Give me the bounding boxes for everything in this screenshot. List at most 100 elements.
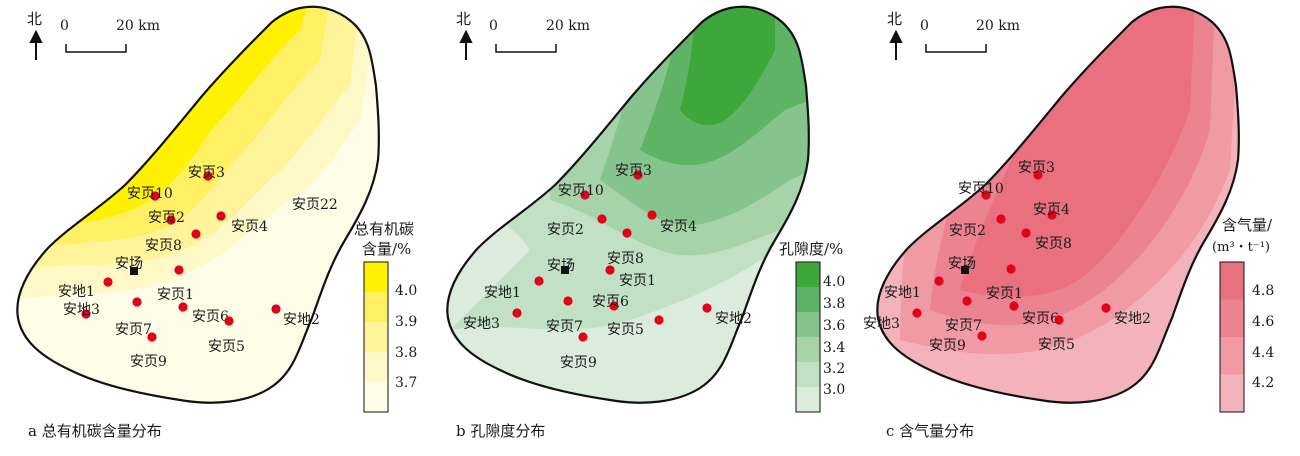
legend-tick-a-1: 3.9 xyxy=(395,314,418,330)
well-marker-icon xyxy=(147,332,157,342)
north-arrow-icon-2 xyxy=(889,29,903,60)
well-label: 安页10 xyxy=(127,186,173,202)
well-label: 安页7 xyxy=(945,318,982,334)
legend-swatch xyxy=(364,292,388,323)
legend-tick-b-3: 3.4 xyxy=(823,340,846,356)
well-marker-icon xyxy=(647,210,657,220)
well-label: 安页9 xyxy=(560,355,597,371)
well-marker-icon xyxy=(981,190,991,200)
legend-swatch xyxy=(796,362,820,388)
well-marker-icon xyxy=(578,332,588,342)
legend-swatch xyxy=(1220,374,1244,413)
well-marker-icon xyxy=(1101,303,1111,313)
legend-tick-b-2: 3.6 xyxy=(823,318,846,334)
scale-bar-2 xyxy=(925,44,987,53)
well-label: 安页2 xyxy=(148,210,185,226)
scale-end-c: 20 km xyxy=(976,18,1021,34)
legend-tick-b-1: 3.8 xyxy=(823,296,846,312)
town-marker-icon xyxy=(561,266,569,274)
well-label: 安场 xyxy=(948,256,976,272)
legend-title-b-1: 孔隙度/% xyxy=(779,240,844,258)
north-arrow-icon-0 xyxy=(29,29,43,60)
legend-swatch xyxy=(1220,337,1244,375)
well-label: 安页7 xyxy=(546,319,583,335)
scale-bar-1 xyxy=(495,44,557,53)
legend-tick-c-0: 4.8 xyxy=(1252,283,1275,299)
legend-bar-0 xyxy=(363,261,389,413)
well-label: 安页6 xyxy=(592,294,629,310)
well-marker-icon xyxy=(622,228,632,238)
well-marker-icon xyxy=(103,277,113,287)
well-label: 安页4 xyxy=(231,219,268,235)
legend-swatch xyxy=(1220,262,1244,300)
legend-tick-a-2: 3.8 xyxy=(395,345,418,361)
basin-outline-2 xyxy=(876,5,1240,404)
legend-title-c-1: 含气量/ xyxy=(1222,216,1273,234)
well-marker-icon xyxy=(174,265,184,275)
legend-swatch xyxy=(796,287,820,313)
legend-tick-c-3: 4.2 xyxy=(1252,375,1275,391)
well-marker-icon xyxy=(216,211,226,221)
well-marker-icon xyxy=(191,229,201,239)
well-marker-icon xyxy=(934,276,944,286)
legend-title-a-1: 总有机碳 xyxy=(354,220,415,238)
well-marker-icon xyxy=(605,265,615,275)
legend-swatch xyxy=(796,262,820,288)
well-label: 安场 xyxy=(547,258,575,274)
well-label: 安页9 xyxy=(130,354,167,370)
legend-tick-b-0: 4.0 xyxy=(823,274,846,290)
caption-b: b 孔隙度分布 xyxy=(456,422,546,440)
well-marker-icon xyxy=(977,331,987,341)
legend-swatch xyxy=(796,337,820,363)
scale-start-a: 0 xyxy=(60,18,69,34)
well-marker-icon xyxy=(1021,228,1031,238)
well-marker-icon xyxy=(1033,170,1043,180)
well-label: 安地3 xyxy=(863,316,900,332)
well-label: 安地2 xyxy=(1114,311,1151,327)
well-label: 安页2 xyxy=(949,223,986,239)
well-marker-icon xyxy=(271,304,281,314)
well-marker-icon xyxy=(609,301,619,311)
caption-c: c 含气量分布 xyxy=(886,422,975,440)
well-label: 安页2 xyxy=(547,222,584,238)
well-marker-icon xyxy=(150,191,160,201)
well-label: 安页8 xyxy=(1035,236,1072,252)
well-label: 安地2 xyxy=(283,312,320,328)
north-label-b: 北 xyxy=(456,10,472,28)
well-label: 安页5 xyxy=(1038,337,1075,353)
well-marker-icon xyxy=(512,308,522,318)
well-label: 安页4 xyxy=(660,219,697,235)
well-label: 安地2 xyxy=(715,311,752,327)
well-label: 安页4 xyxy=(1033,202,1070,218)
north-label-c: 北 xyxy=(887,10,903,28)
well-marker-icon xyxy=(178,302,188,312)
well-label: 安页1 xyxy=(157,287,194,303)
well-label: 安页5 xyxy=(607,322,644,338)
legend-swatch xyxy=(364,262,388,293)
town-marker-icon xyxy=(961,266,969,274)
north-label-a: 北 xyxy=(27,10,43,28)
legend-tick-b-4: 3.2 xyxy=(823,361,846,377)
well-label: 安场 xyxy=(115,256,143,272)
well-marker-icon xyxy=(597,214,607,224)
well-label: 安地1 xyxy=(484,285,521,301)
well-label: 安页1 xyxy=(986,286,1023,302)
scale-start-c: 0 xyxy=(920,18,929,34)
well-marker-icon xyxy=(912,308,922,318)
legend-swatch xyxy=(364,382,388,413)
well-marker-icon xyxy=(1006,264,1016,274)
well-label: 安页8 xyxy=(145,238,182,254)
well-marker-icon xyxy=(534,276,544,286)
well-label: 安页3 xyxy=(188,165,225,181)
well-marker-icon xyxy=(580,190,590,200)
well-marker-icon xyxy=(224,316,234,326)
legend-swatch xyxy=(364,352,388,383)
legend-tick-c-1: 4.6 xyxy=(1252,314,1275,330)
well-label: 安地3 xyxy=(463,316,500,332)
basin-outline-1 xyxy=(446,5,810,404)
legend-swatch xyxy=(1220,299,1244,338)
scale-start-b: 0 xyxy=(489,18,498,34)
contour-band-1-5 xyxy=(680,6,775,126)
